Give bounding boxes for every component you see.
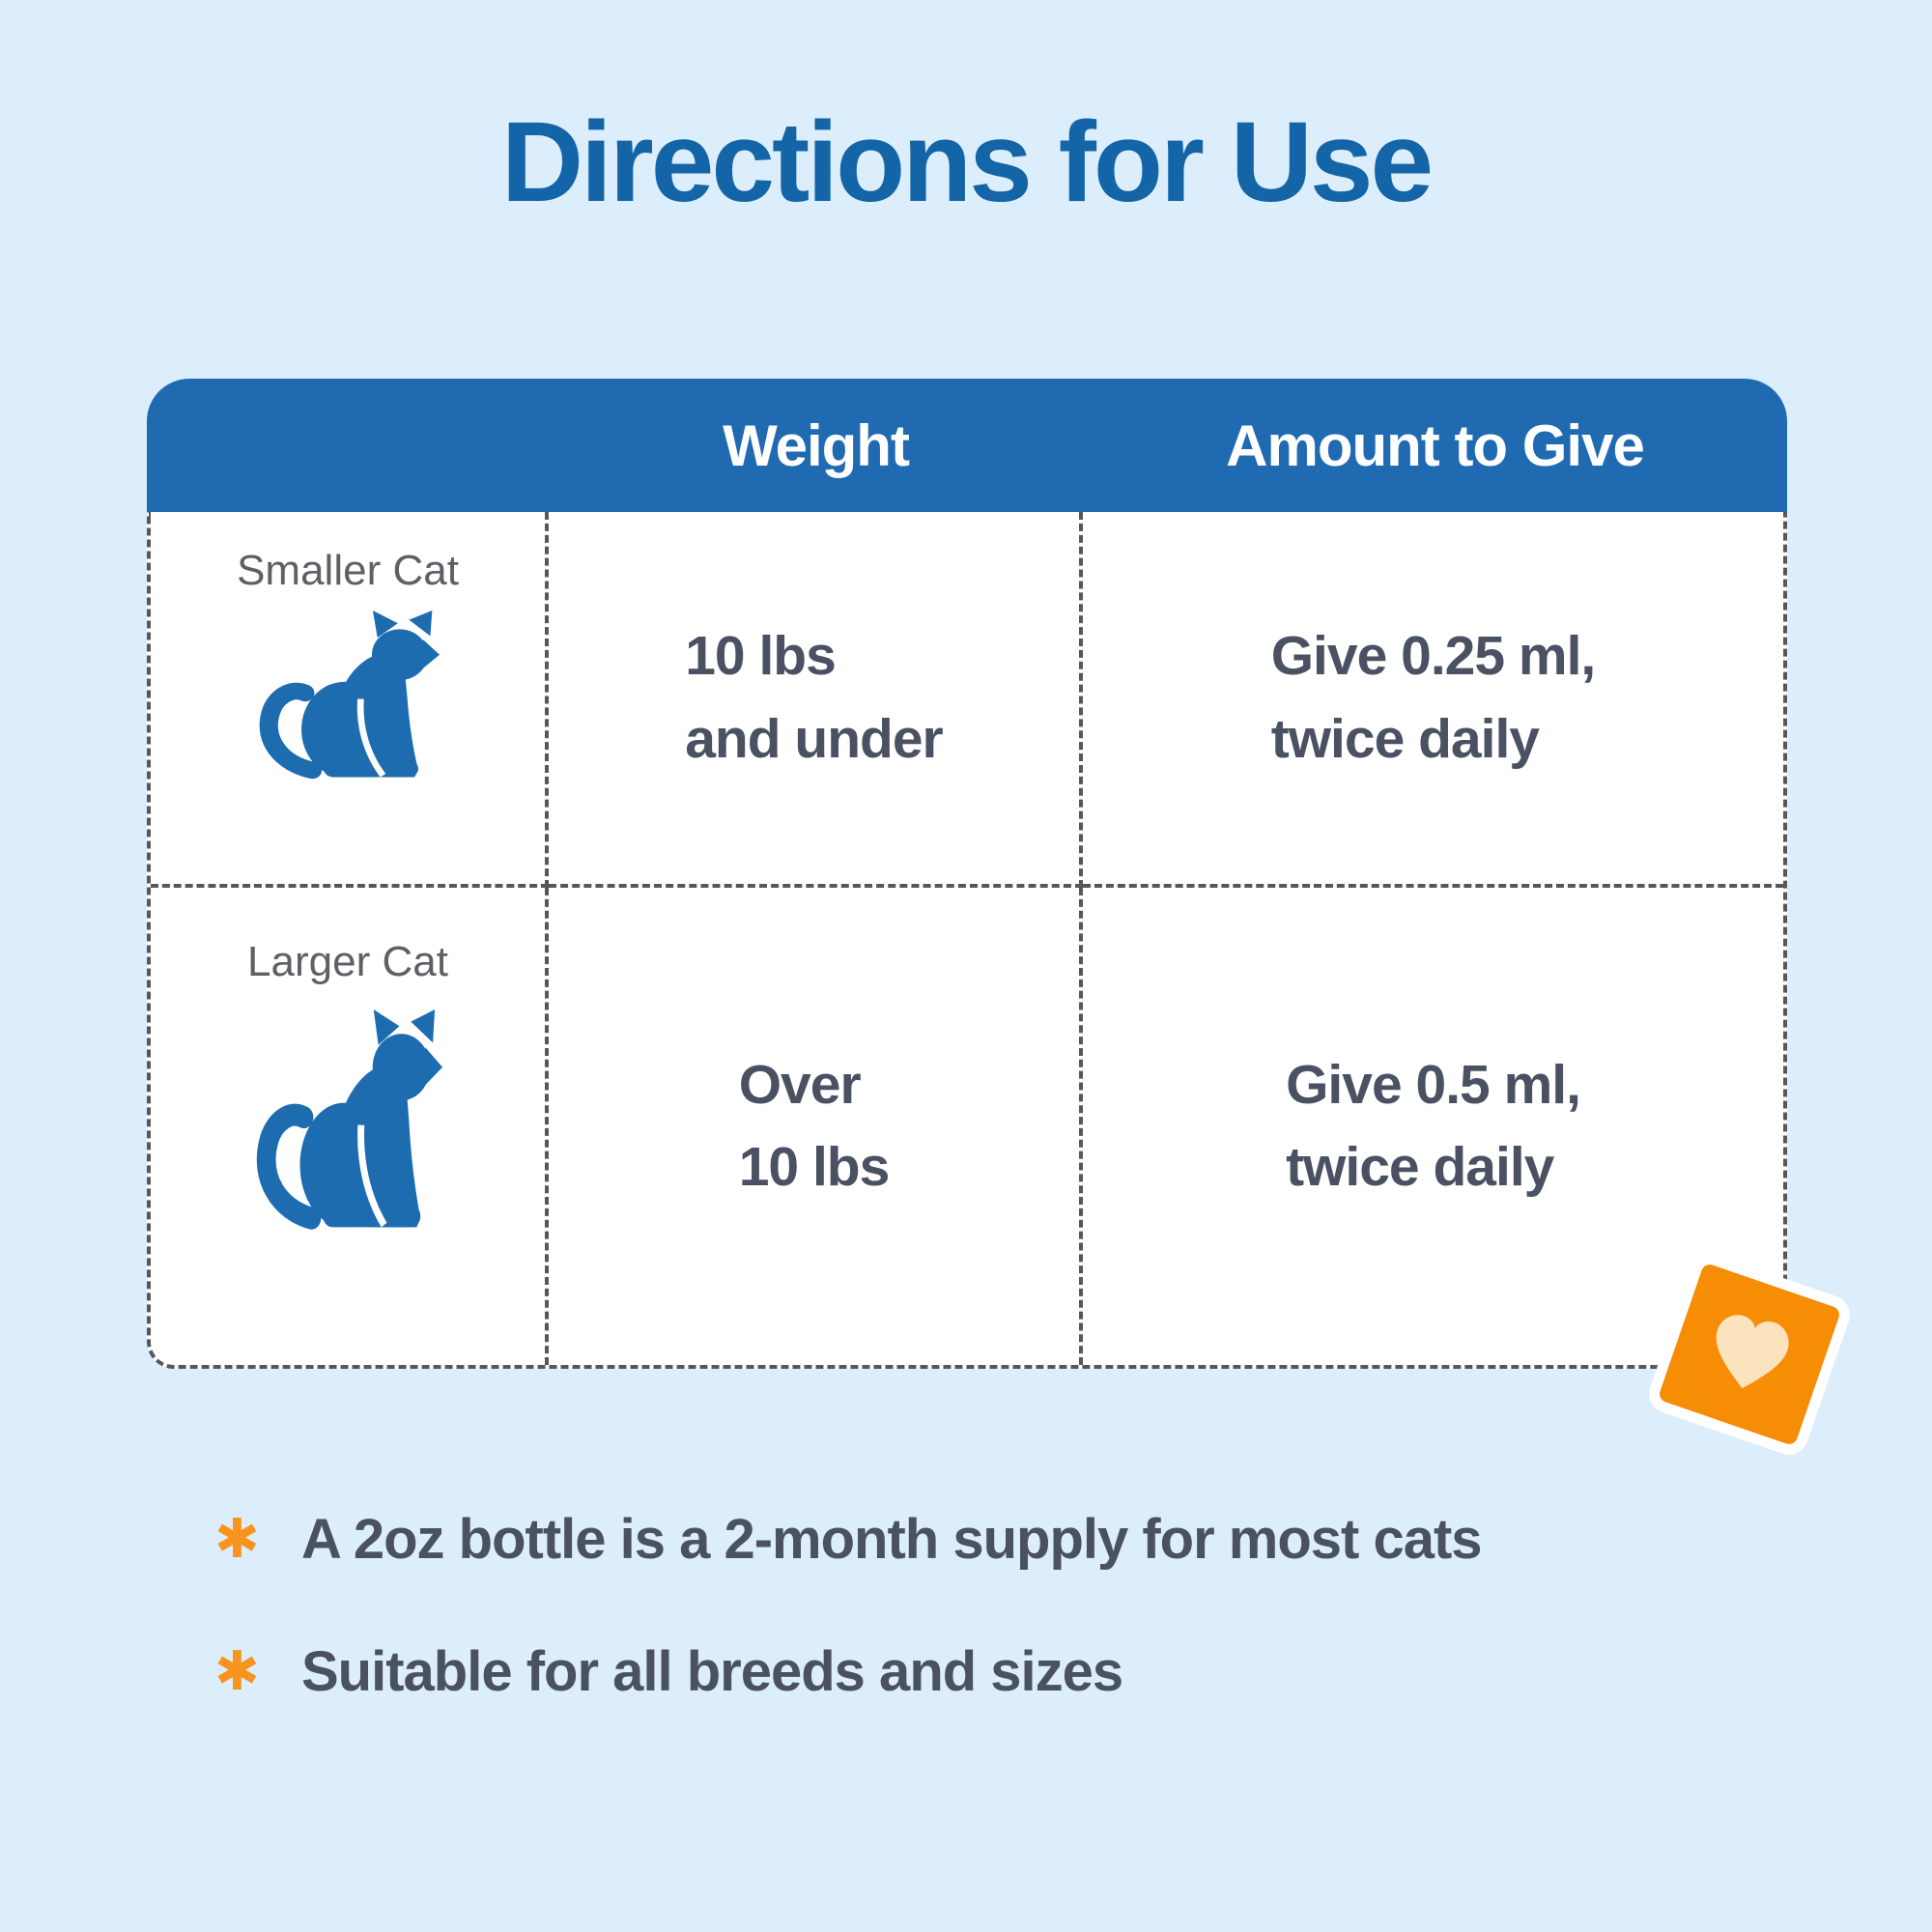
amount-cell-larger-cat: Give 0.5 ml, twice daily (1083, 888, 1783, 1365)
page-title: Directions for Use (500, 99, 1434, 226)
asterisk-icon: ✱ (214, 1640, 260, 1703)
weight-line: and under (685, 707, 944, 770)
weight-cell-larger-cat: Over 10 lbs (549, 888, 1083, 1365)
amount-column-header: Amount to Give (1226, 412, 1645, 478)
amount-line: twice daily (1270, 707, 1540, 770)
amount-cell-smaller-cat: Give 0.25 ml, twice daily (1083, 512, 1783, 888)
heart-sticker (1643, 1248, 1856, 1461)
weight-cell-smaller-cat: 10 lbs and under (549, 512, 1083, 888)
amount-line: Give 0.5 ml, (1286, 1053, 1581, 1116)
cat-icon (256, 1009, 443, 1230)
table-row-smaller-cat-icon-cell: Smaller Cat (151, 512, 549, 888)
note-bottle-supply: ✱ A 2oz bottle is a 2-month supply for m… (214, 1507, 1483, 1572)
note-suitability: ✱ Suitable for all breeds and sizes (214, 1639, 1123, 1704)
weight-line: Over (738, 1053, 862, 1116)
table-header-row: Weight Amount to Give (147, 379, 1787, 512)
row-label: Smaller Cat (237, 547, 459, 594)
table-row-larger-cat-icon-cell: Larger Cat (151, 888, 549, 1365)
weight-column-header: Weight (723, 412, 910, 478)
weight-line: 10 lbs (685, 625, 837, 687)
heart-icon (1716, 1315, 1789, 1389)
weight-line: 10 lbs (738, 1136, 891, 1198)
note-text: A 2oz bottle is a 2-month supply for mos… (301, 1508, 1483, 1571)
amount-line: Give 0.25 ml, (1270, 625, 1597, 687)
asterisk-icon: ✱ (214, 1508, 260, 1571)
icon-column-header (147, 379, 549, 512)
cat-icon (259, 611, 440, 780)
dosage-table: Weight Amount to Give Smaller Cat (147, 379, 1787, 1369)
row-label: Larger Cat (247, 938, 448, 985)
table-body: Smaller Cat 10 (147, 512, 1787, 1369)
note-text: Suitable for all breeds and sizes (301, 1640, 1123, 1703)
amount-line: twice daily (1286, 1136, 1554, 1198)
